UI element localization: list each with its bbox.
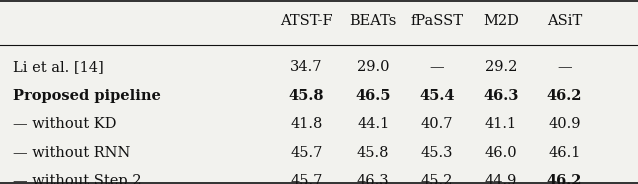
Text: 45.7: 45.7 bbox=[290, 174, 322, 184]
Text: 45.7: 45.7 bbox=[290, 146, 322, 160]
Text: — without RNN: — without RNN bbox=[13, 146, 130, 160]
Text: —: — bbox=[430, 60, 444, 74]
Text: 41.8: 41.8 bbox=[290, 117, 322, 131]
Text: ATST-F: ATST-F bbox=[280, 14, 332, 28]
Text: 40.9: 40.9 bbox=[549, 117, 581, 131]
Text: 45.4: 45.4 bbox=[419, 89, 455, 103]
Text: 44.9: 44.9 bbox=[485, 174, 517, 184]
Text: 45.8: 45.8 bbox=[357, 146, 389, 160]
Text: 45.8: 45.8 bbox=[288, 89, 324, 103]
Text: 40.7: 40.7 bbox=[421, 117, 453, 131]
Text: 29.2: 29.2 bbox=[485, 60, 517, 74]
Text: BEATs: BEATs bbox=[350, 14, 397, 28]
Text: ASiT: ASiT bbox=[547, 14, 582, 28]
Text: M2D: M2D bbox=[483, 14, 519, 28]
Text: 46.1: 46.1 bbox=[549, 146, 581, 160]
Text: 41.1: 41.1 bbox=[485, 117, 517, 131]
Text: 45.3: 45.3 bbox=[421, 146, 453, 160]
Text: 46.0: 46.0 bbox=[484, 146, 517, 160]
Text: 44.1: 44.1 bbox=[357, 117, 389, 131]
Text: fPaSST: fPaSST bbox=[410, 14, 464, 28]
Text: — without Step 2: — without Step 2 bbox=[13, 174, 141, 184]
Text: 45.2: 45.2 bbox=[421, 174, 453, 184]
Text: 46.5: 46.5 bbox=[355, 89, 391, 103]
Text: 46.3: 46.3 bbox=[483, 89, 519, 103]
Text: 46.2: 46.2 bbox=[547, 89, 582, 103]
Text: 46.3: 46.3 bbox=[357, 174, 390, 184]
Text: —: — bbox=[558, 60, 572, 74]
Text: — without KD: — without KD bbox=[13, 117, 116, 131]
Text: 29.0: 29.0 bbox=[357, 60, 389, 74]
Text: 46.2: 46.2 bbox=[547, 174, 582, 184]
Text: Li et al. [14]: Li et al. [14] bbox=[13, 60, 103, 74]
Text: 34.7: 34.7 bbox=[290, 60, 322, 74]
Text: Proposed pipeline: Proposed pipeline bbox=[13, 89, 161, 103]
